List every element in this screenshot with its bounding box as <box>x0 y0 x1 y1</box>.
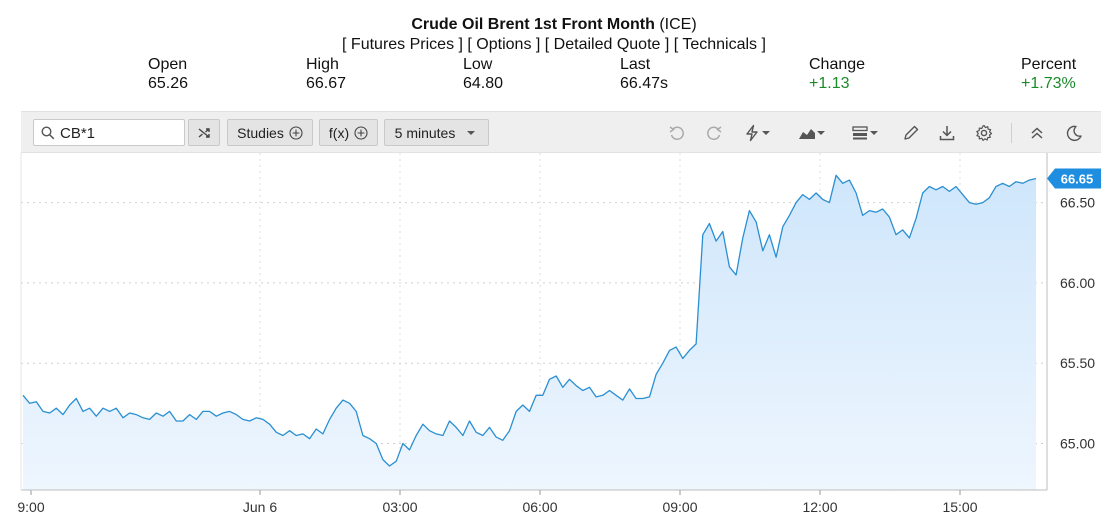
compare-button[interactable] <box>188 119 220 146</box>
x-tick-label: 15:00 <box>942 499 977 515</box>
collapse-button[interactable] <box>1026 123 1048 143</box>
functions-label: f(x) <box>328 124 350 141</box>
technicals-link[interactable]: [ Technicals ] <box>673 36 766 53</box>
quote-change: Change +1.13 <box>809 55 865 93</box>
instrument-name: Crude Oil Brent 1st Front Month <box>411 16 655 33</box>
symbol-search[interactable] <box>33 119 185 146</box>
high-label: High <box>306 56 339 73</box>
price-line <box>22 174 1037 467</box>
x-tick-label: 9:00 <box>17 499 44 515</box>
detailed-quote-link[interactable]: [ Detailed Quote ] <box>544 36 670 53</box>
y-tick-label: 65.50 <box>1060 355 1095 371</box>
chart-type-menu[interactable] <box>793 123 831 143</box>
last-value: 66.47s <box>620 75 669 92</box>
chart-toolbar: Studies f(x) 5 minutes <box>21 111 1101 153</box>
events-menu[interactable] <box>739 123 775 143</box>
percent-value: +1.73% <box>1021 75 1076 92</box>
exchange-label: (ICE) <box>659 16 697 33</box>
interval-select[interactable]: 5 minutes <box>384 119 489 146</box>
price-chart[interactable]: 65.00 65.50 66.00 66.50 9:00 Jun 6 03:00 06:00 0… <box>0 153 1108 519</box>
last-label: Last <box>620 56 651 73</box>
dark-mode-icon <box>1066 125 1082 142</box>
quote-last: Last 66.47s <box>620 55 668 93</box>
quote-high: High 66.67 <box>306 55 346 93</box>
redo-button[interactable] <box>703 123 725 143</box>
options-link[interactable]: [ Options ] <box>467 36 541 53</box>
studies-label: Studies <box>237 124 284 141</box>
change-label: Change <box>809 56 866 73</box>
theme-toggle[interactable] <box>1063 123 1085 143</box>
undo-icon <box>669 126 684 140</box>
chevron-down-icon <box>817 131 825 135</box>
studies-button[interactable]: Studies <box>227 119 313 146</box>
quote-low: Low 64.80 <box>463 55 503 93</box>
chevron-down-icon <box>762 131 770 135</box>
draw-button[interactable] <box>900 123 922 143</box>
page-title: Crude Oil Brent 1st Front Month (ICE) <box>0 16 1108 34</box>
add-circle-icon <box>289 125 303 140</box>
settings-button[interactable] <box>973 123 995 143</box>
y-tick-label: 65.00 <box>1060 436 1095 452</box>
futures-prices-link[interactable]: [ Futures Prices ] <box>342 36 463 53</box>
low-value: 64.80 <box>463 75 504 92</box>
redo-icon <box>707 126 722 140</box>
last-price-label: 66.65 <box>1061 172 1094 187</box>
x-tick-label: 03:00 <box>382 499 417 515</box>
add-circle-icon <box>354 125 368 140</box>
open-value: 65.26 <box>148 75 189 92</box>
functions-button[interactable]: f(x) <box>319 119 378 146</box>
area-chart-icon <box>799 129 815 139</box>
y-tick-label: 66.50 <box>1060 195 1095 211</box>
symbol-input[interactable] <box>60 123 180 143</box>
display-menu[interactable] <box>847 123 883 143</box>
last-price-tag <box>1047 168 1101 189</box>
x-tick-label: 09:00 <box>662 499 697 515</box>
pencil-icon <box>904 125 919 140</box>
price-area-fill <box>23 175 1036 491</box>
bar-style-icon <box>852 126 868 140</box>
collapse-icon <box>1031 127 1043 139</box>
chevron-down-icon <box>870 131 878 135</box>
compare-icon <box>198 127 210 138</box>
x-tick-label: Jun 6 <box>243 499 277 515</box>
open-label: Open <box>148 56 188 73</box>
quote-percent: Percent +1.73% <box>1021 55 1076 93</box>
x-tick-label: 12:00 <box>802 499 837 515</box>
lightning-icon <box>746 124 758 142</box>
gear-icon <box>976 124 993 141</box>
chevron-down-icon <box>467 130 476 135</box>
toolbar-divider <box>1011 123 1012 143</box>
quote-open: Open 65.26 <box>148 55 188 93</box>
percent-label: Percent <box>1021 56 1077 73</box>
price-chart-svg[interactable]: 65.00 65.50 66.00 66.50 9:00 Jun 6 03:00 06:00 0… <box>0 153 1108 519</box>
quote-header: Crude Oil Brent 1st Front Month (ICE) [ … <box>0 0 1108 110</box>
y-tick-label: 66.00 <box>1060 275 1095 291</box>
download-button[interactable] <box>936 123 958 143</box>
interval-label: 5 minutes <box>394 124 456 141</box>
x-tick-label: 06:00 <box>522 499 557 515</box>
download-icon <box>939 126 955 141</box>
change-value: +1.13 <box>809 75 850 92</box>
search-icon <box>41 126 55 140</box>
low-label: Low <box>463 56 493 73</box>
quote-links: [ Futures Prices ] [ Options ] [ Detaile… <box>0 36 1108 54</box>
high-value: 66.67 <box>306 75 347 92</box>
undo-button[interactable] <box>666 123 688 143</box>
